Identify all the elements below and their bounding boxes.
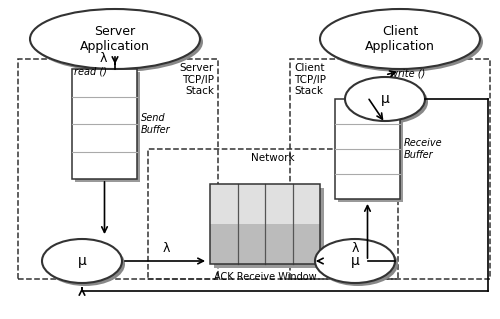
Bar: [75, 72, 140, 182]
Bar: [210, 224, 320, 264]
Text: Client
Application: Client Application: [365, 25, 435, 53]
Text: λ: λ: [352, 242, 360, 255]
Ellipse shape: [348, 80, 428, 124]
Ellipse shape: [30, 9, 200, 69]
Ellipse shape: [318, 242, 398, 286]
Bar: [338, 102, 403, 202]
Bar: [72, 69, 137, 179]
Text: Server
Application: Server Application: [80, 25, 150, 53]
Text: μ: μ: [78, 254, 86, 268]
Bar: [148, 149, 398, 279]
Ellipse shape: [42, 239, 122, 283]
Text: write (): write (): [390, 68, 425, 78]
Text: ACK Receive Window: ACK Receive Window: [214, 272, 316, 282]
Text: μ: μ: [380, 92, 390, 106]
Text: λ: λ: [162, 242, 170, 255]
Bar: [210, 184, 320, 264]
Ellipse shape: [323, 12, 483, 72]
Bar: [18, 59, 218, 279]
Text: Network: Network: [251, 153, 295, 163]
Bar: [290, 59, 490, 279]
Text: Server
TCP/IP
Stack: Server TCP/IP Stack: [180, 63, 214, 96]
Text: Receive
Buffer: Receive Buffer: [404, 138, 442, 160]
Bar: [214, 188, 324, 268]
Ellipse shape: [45, 242, 125, 286]
Ellipse shape: [33, 12, 203, 72]
Text: μ: μ: [350, 254, 360, 268]
Text: Client
TCP/IP
Stack: Client TCP/IP Stack: [294, 63, 326, 96]
Text: read (): read (): [74, 66, 107, 76]
Bar: [210, 184, 320, 224]
Ellipse shape: [345, 77, 425, 121]
Ellipse shape: [320, 9, 480, 69]
Ellipse shape: [315, 239, 395, 283]
Text: λ: λ: [100, 53, 107, 65]
Text: Send
Buffer: Send Buffer: [141, 113, 171, 135]
Bar: [335, 99, 400, 199]
